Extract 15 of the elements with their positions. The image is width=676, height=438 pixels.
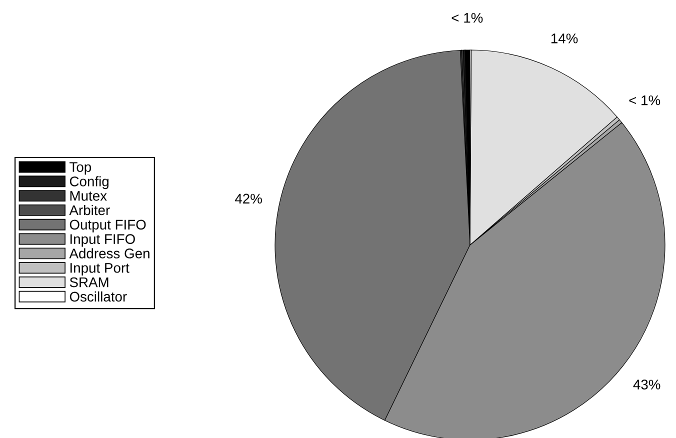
legend-label: Arbiter [69,204,110,216]
legend-label: Config [70,176,108,190]
legend-label: Top [70,162,92,175]
data-label: 42% [234,194,262,204]
legend-label: Input Port [70,263,130,276]
data-label: < 1% [452,12,483,23]
data-label: < 1% [629,95,660,106]
data-label: 14% [551,34,578,44]
data-label: 43% [633,380,660,390]
legend-label: Oscillator [70,291,127,302]
legend-label: Address Gen [69,248,150,258]
legend-label: Mutex [70,191,107,201]
legend-label: Output FIFO [70,220,146,232]
legend-label: SRAM [70,277,108,288]
legend-label: Input FIFO [70,234,135,247]
